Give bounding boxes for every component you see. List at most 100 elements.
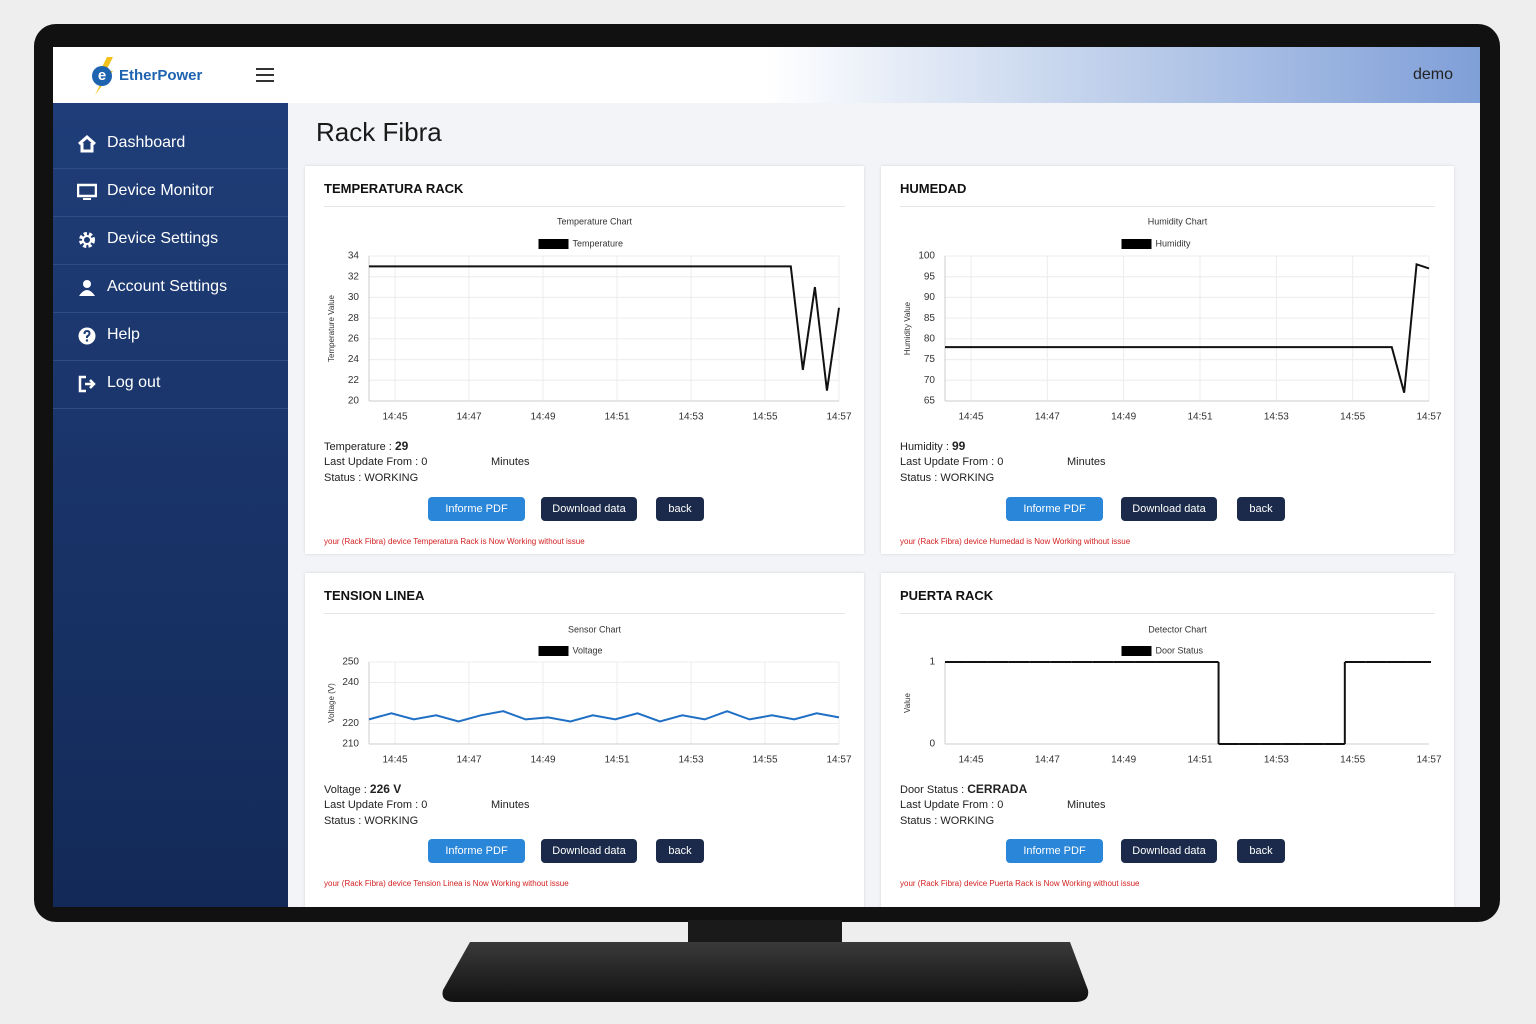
reading: Humidity : 99 <box>900 439 965 453</box>
legend-swatch <box>538 646 569 656</box>
status-message: your (Rack Fibra) device Humedad is Now … <box>900 537 1131 546</box>
screen: e EtherPower demo Dashboard Device Monito… <box>53 47 1480 907</box>
y-axis-label: Voltage (V) <box>327 683 336 723</box>
x-tick-label: 14:47 <box>1035 412 1060 423</box>
monitor-stand <box>442 920 1089 1002</box>
x-tick-label: 14:57 <box>1416 412 1441 423</box>
y-axis-label: Humidity Value <box>903 301 912 355</box>
x-tick-label: 14:55 <box>752 412 777 423</box>
nav-item[interactable]: Log out <box>53 360 288 409</box>
x-tick-label: 14:55 <box>1340 412 1365 423</box>
menu-toggle[interactable] <box>256 68 274 82</box>
user-name[interactable]: demo <box>1412 66 1453 83</box>
nav-icon <box>78 375 96 393</box>
y-tick-label: 34 <box>348 251 360 262</box>
nav-label: Device Settings <box>107 230 219 247</box>
data-line <box>945 262 1430 393</box>
update-unit: Minutes <box>491 456 530 468</box>
x-tick-label: 14:47 <box>456 755 481 766</box>
card-title: HUMEDAD <box>900 181 967 196</box>
action-button[interactable]: back <box>656 839 704 863</box>
y-tick-label: 70 <box>924 375 936 386</box>
y-tick-label: 22 <box>348 375 360 386</box>
status: Status : WORKING <box>324 815 419 827</box>
status: Status : WORKING <box>900 815 995 827</box>
y-tick-label: 24 <box>348 354 360 365</box>
action-button[interactable]: Informe PDF <box>1006 839 1103 863</box>
x-tick-label: 14:49 <box>1111 412 1136 423</box>
nav-label: Dashboard <box>107 134 186 151</box>
sidebar: Dashboard Device Monitor Device Settings Ac… <box>53 103 288 907</box>
x-tick-label: 14:47 <box>456 412 481 423</box>
data-line <box>368 710 840 723</box>
brand: EtherPower <box>119 67 203 84</box>
page-title: Rack Fibra <box>316 117 442 147</box>
y-tick-label: 32 <box>348 271 360 282</box>
y-tick-label: 0 <box>929 739 935 750</box>
action-button[interactable]: Informe PDF <box>428 839 525 863</box>
y-tick-label: 100 <box>918 251 935 262</box>
reading-label: Voltage : <box>324 784 367 796</box>
x-tick-label: 14:51 <box>604 755 629 766</box>
y-tick-label: 80 <box>924 333 936 344</box>
divider <box>324 206 845 207</box>
nav-icon <box>77 183 97 200</box>
nav-icon <box>79 232 95 248</box>
x-tick-label: 14:45 <box>958 755 983 766</box>
nav-item[interactable]: Account Settings <box>53 264 288 313</box>
device-card: TENSION LINEA Sensor Chart Voltage Voltage … <box>305 573 864 907</box>
x-tick-label: 14:45 <box>382 412 407 423</box>
x-tick-label: 14:55 <box>752 755 777 766</box>
x-tick-label: 14:55 <box>1340 755 1365 766</box>
action-button[interactable]: Download data <box>541 839 637 863</box>
y-tick-label: 75 <box>924 354 936 365</box>
chart: Humidity Chart Humidity Humidity Value 65 70… <box>903 216 1442 423</box>
status: Status : WORKING <box>324 472 419 484</box>
chart-title: Temperature Chart <box>557 216 633 226</box>
action-button[interactable]: Informe PDF <box>428 497 525 521</box>
action-button[interactable]: Download data <box>1121 497 1217 521</box>
nav-item[interactable]: Help <box>53 312 288 361</box>
action-button[interactable]: back <box>1237 497 1285 521</box>
x-tick-label: 14:45 <box>958 412 983 423</box>
last-update: Last Update From : 0 <box>900 799 1004 811</box>
y-tick-label: 90 <box>924 292 936 303</box>
x-tick-label: 14:51 <box>604 412 629 423</box>
chart: Detector Chart Door Status Value 0 1 14:45 14:… <box>903 624 1442 766</box>
action-button[interactable]: back <box>656 497 704 521</box>
card-title: PUERTA RACK <box>900 588 994 603</box>
svg-text:e: e <box>98 67 106 84</box>
update-unit: Minutes <box>491 799 530 811</box>
nav-item[interactable]: Dashboard <box>53 120 288 169</box>
card-title: TEMPERATURA RACK <box>324 181 464 196</box>
status-message: your (Rack Fibra) device Temperatura Rac… <box>324 537 585 546</box>
logo-icon: e <box>92 57 113 95</box>
action-button[interactable]: Informe PDF <box>1006 497 1103 521</box>
legend-label: Humidity <box>1156 238 1192 248</box>
x-tick-label: 14:53 <box>1264 755 1289 766</box>
card-title: TENSION LINEA <box>324 588 425 603</box>
status-message: your (Rack Fibra) device Tension Linea i… <box>324 879 569 888</box>
action-button[interactable]: Download data <box>541 497 637 521</box>
action-button[interactable]: Download data <box>1121 839 1217 863</box>
nav-label: Account Settings <box>107 278 228 295</box>
last-update: Last Update From : 0 <box>324 799 428 811</box>
nav-item[interactable]: Device Monitor <box>53 168 288 217</box>
legend-swatch <box>1121 239 1152 249</box>
y-tick-label: 250 <box>342 657 359 668</box>
nav-icon <box>79 280 95 296</box>
y-tick-label: 220 <box>342 718 359 729</box>
y-tick-label: 30 <box>348 292 360 303</box>
legend-swatch <box>1121 646 1152 656</box>
x-tick-label: 14:53 <box>678 412 703 423</box>
y-tick-label: 26 <box>348 333 360 344</box>
y-tick-label: 85 <box>924 313 936 324</box>
nav-item[interactable]: Device Settings <box>53 216 288 265</box>
action-button[interactable]: back <box>1237 839 1285 863</box>
y-tick-label: 210 <box>342 739 359 750</box>
x-tick-label: 14:51 <box>1187 412 1212 423</box>
last-update: Last Update From : 0 <box>324 456 428 468</box>
reading-value: 226 V <box>369 782 402 796</box>
divider <box>324 613 845 614</box>
x-tick-label: 14:49 <box>530 412 555 423</box>
